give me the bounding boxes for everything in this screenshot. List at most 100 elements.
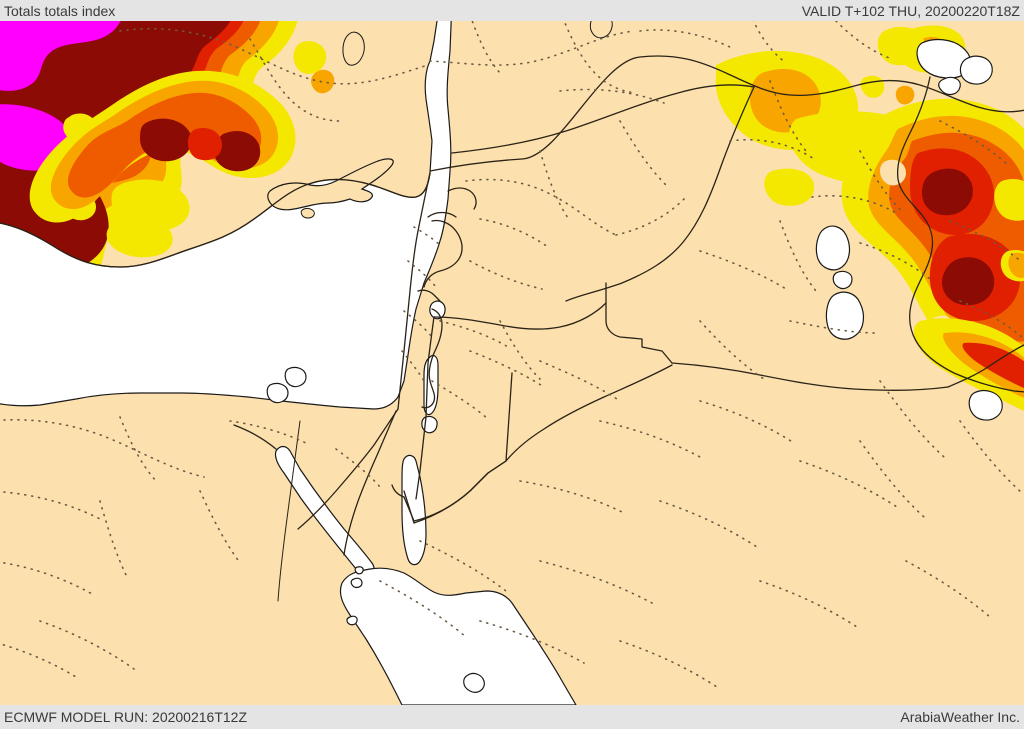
border-syria-lebanon-coast xyxy=(447,187,477,210)
border-lebanon-syria xyxy=(423,219,463,288)
admin-saudi-14 xyxy=(699,320,765,380)
admin-jordan-1 xyxy=(439,320,509,348)
admin-jordan-4 xyxy=(499,320,541,380)
sea-gulf-sliver xyxy=(968,390,1003,421)
sea-islet-2 xyxy=(354,566,364,575)
admin-syria-2 xyxy=(479,218,549,248)
admin-saudi-15 xyxy=(859,440,925,518)
admin-iraq-3 xyxy=(811,194,897,214)
sea-lake-small-tr xyxy=(938,76,961,96)
contour-core-darkred-zagros-1 xyxy=(922,168,973,216)
sea-lake-nw xyxy=(284,366,307,388)
admin-saudi-8 xyxy=(879,380,945,458)
border-jordan-syria xyxy=(433,302,607,330)
sea-lake-nw-2 xyxy=(266,382,289,404)
footer-bar: ECMWF MODEL RUN: 20200216T12Z ArabiaWeat… xyxy=(0,705,1024,729)
admin-sinai-1 xyxy=(335,448,381,488)
contour-core-darkred-zagros-2 xyxy=(942,257,995,306)
contour-ribbon-deeporange-turkey-coast xyxy=(67,92,262,198)
sea-lake-tharthar xyxy=(815,225,851,271)
contour-dot-yellow-inland xyxy=(293,40,327,74)
border-iraq-iran xyxy=(896,76,1024,393)
border-jordan-iraq-saudi xyxy=(671,362,949,391)
contour-patch-yellow-ne-corner xyxy=(877,26,925,66)
map-canvas[interactable] xyxy=(0,21,1024,705)
border-egypt-israel xyxy=(297,408,399,530)
contour-patch-orange-tiny-c xyxy=(895,85,915,105)
admin-egypt-9 xyxy=(229,420,311,446)
admin-israel-1 xyxy=(407,260,437,288)
admin-saudi-17 xyxy=(379,580,467,638)
contour-blob-yellow-offshore xyxy=(106,216,173,258)
admin-syria-1 xyxy=(465,178,617,236)
sea-layer xyxy=(0,21,1003,705)
coast-levant xyxy=(397,172,431,410)
contour-dot-orange-inland xyxy=(311,69,335,94)
border-syria-turkey-line xyxy=(451,84,755,154)
coast-turkey-south xyxy=(0,172,431,268)
sea-red-sea xyxy=(339,567,577,705)
contour-core-darkred-turkey-coast-2 xyxy=(214,130,261,172)
contour-patch-yellow-sy-small xyxy=(764,168,815,206)
border-saudi-iraq xyxy=(947,344,1024,388)
border-syria-iraq xyxy=(565,86,755,302)
border-jordan-west xyxy=(415,316,435,500)
admin-saudi-16 xyxy=(419,540,507,592)
border-jordan-saudi-south xyxy=(391,484,405,498)
header-bar: Totals totals index VALID T+102 THU, 202… xyxy=(0,0,1024,21)
admin-turkey-7 xyxy=(752,21,787,64)
admin-egypt-2 xyxy=(119,416,157,482)
admin-iran-2 xyxy=(949,220,1019,260)
sea-lake-urmia xyxy=(959,55,993,85)
admin-egypt-3 xyxy=(0,490,105,522)
admin-saudi-6 xyxy=(799,460,901,510)
admin-saudi-5 xyxy=(659,500,761,550)
admin-iraq-6 xyxy=(859,242,931,280)
sea-islet-1 xyxy=(350,577,363,589)
contour-patch-orange-far-east xyxy=(1008,252,1024,278)
admin-saudi-9 xyxy=(959,420,1023,494)
sea-lake-razazah xyxy=(825,291,865,340)
admin-saudi-1 xyxy=(519,480,625,514)
border-westbank xyxy=(421,308,443,409)
admin-iraq-8 xyxy=(859,150,901,210)
admin-syria-5 xyxy=(469,260,543,290)
admin-saudi-11 xyxy=(479,620,585,664)
admin-saudi-12 xyxy=(905,560,991,618)
island-small-med-2 xyxy=(589,21,613,39)
admin-iran-3 xyxy=(959,300,1024,340)
admin-jordan-2 xyxy=(469,350,545,388)
sea-galilee xyxy=(429,300,446,320)
admin-iraq-5 xyxy=(699,250,787,290)
page-title: Totals totals index xyxy=(4,2,116,19)
admin-turkey-8 xyxy=(835,21,893,60)
border-jordan-east xyxy=(605,282,673,364)
sea-lake-habbaniyah xyxy=(832,270,853,290)
admin-boundary-layer xyxy=(0,21,1024,690)
sea-islet-4 xyxy=(463,672,485,693)
island-small-med-1 xyxy=(342,31,365,66)
admin-egypt-6 xyxy=(99,500,129,580)
admin-iraq-4 xyxy=(779,220,817,292)
valid-time-label: VALID T+102 THU, 20200220T18Z xyxy=(801,2,1020,19)
admin-syria-6 xyxy=(619,120,667,186)
admin-turkey-1 xyxy=(119,27,429,85)
admin-saudi-7 xyxy=(759,580,861,630)
island-cyprus-cape xyxy=(300,208,315,219)
admin-israel-2 xyxy=(403,310,433,338)
admin-turkey-4 xyxy=(471,21,501,74)
admin-turkey-3 xyxy=(429,30,635,66)
admin-syria-3 xyxy=(539,150,571,222)
admin-saudi-10 xyxy=(619,640,721,690)
river-nile xyxy=(277,420,301,602)
admin-iran-1 xyxy=(939,120,1009,166)
border-sinai-suez xyxy=(343,410,397,556)
contour-patch-yellow-far-east-1 xyxy=(994,179,1024,221)
admin-egypt-8 xyxy=(0,642,77,678)
admin-saudi-3 xyxy=(699,400,795,444)
border-jordan-saudi-2 xyxy=(403,460,507,522)
admin-turkey-6 xyxy=(639,29,735,50)
border-israel-lebanon xyxy=(417,289,441,302)
admin-egypt-4 xyxy=(0,561,95,596)
